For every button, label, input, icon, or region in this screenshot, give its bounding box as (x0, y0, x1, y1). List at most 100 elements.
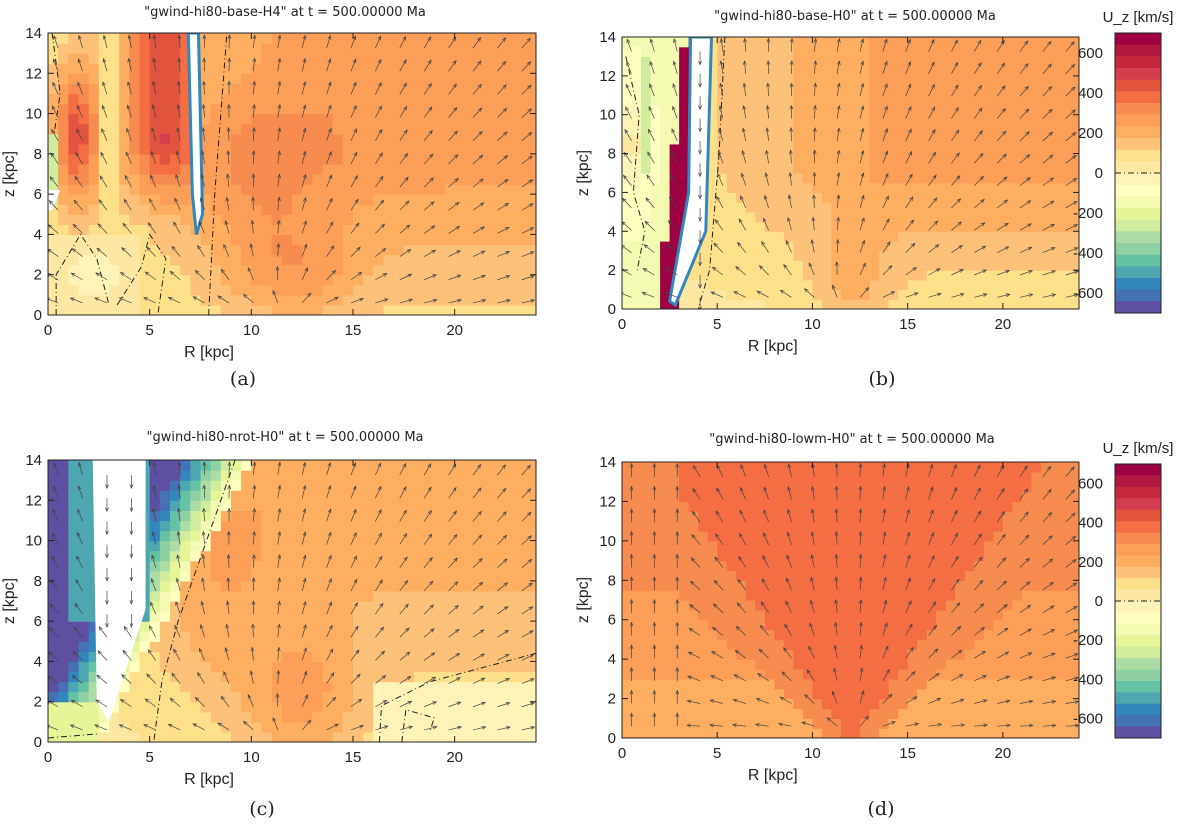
y-tick-label: 0 (34, 307, 42, 324)
colorbar-swatch (1115, 126, 1161, 139)
colorbar-swatch (1115, 138, 1161, 151)
colorbar-swatch (1115, 219, 1161, 232)
y-tick-label: 12 (599, 493, 616, 510)
colorbar-tick-label: 200 (1078, 125, 1103, 142)
y-tick-label: 2 (34, 267, 42, 284)
colorbar-swatch (1115, 555, 1161, 568)
colorbar-tick-label: -200 (1073, 205, 1103, 222)
colorbar-tick-label: 400 (1078, 85, 1103, 102)
x-tick-label: 5 (713, 316, 721, 333)
panel-a: 0 5 10 15 20 0 2 4 6 8 10 12 14 R [kpc] z [kpc] (1, 25, 537, 361)
colorbar-tick-label: 400 (1078, 515, 1103, 532)
velocity-arrows-b (622, 37, 1079, 309)
x-tick-label: 20 (994, 316, 1011, 333)
y-tick-label: 2 (34, 694, 42, 711)
heatmap-d (622, 462, 1079, 738)
y-tick-label: 0 (608, 730, 616, 747)
y-axis-label: z [kpc] (1, 151, 18, 197)
colorbar-swatch (1115, 521, 1161, 533)
y-tick-label: 12 (25, 492, 42, 509)
colorbar-swatch (1115, 703, 1161, 716)
x-tick-label: 15 (899, 316, 916, 333)
y-tick-label: 8 (34, 573, 42, 590)
plot-frame-b (621, 36, 1080, 310)
colorbar-swatch (1115, 646, 1161, 659)
colorbar-tick-label: 600 (1078, 476, 1103, 493)
colorbar-swatch (1115, 680, 1161, 693)
zero-contour (153, 460, 236, 742)
y-tick-label: 12 (599, 68, 616, 85)
colorbar-swatch (1115, 692, 1161, 705)
colorbar-swatch (1115, 623, 1161, 636)
panel-b-title: "gwind-hi80-base-H0" at t = 500.00000 Ma (714, 9, 996, 24)
panel-a-caption: (a) (229, 368, 257, 390)
y-tick-label: 6 (34, 186, 42, 203)
colorbar-swatch (1115, 103, 1161, 116)
x-tick-label: 10 (243, 322, 260, 339)
y-tick-label: 2 (608, 691, 616, 708)
colorbar-title: U_z [km/s] (1103, 9, 1174, 26)
panel-d-title: "gwind-hi80-lowm-H0" at t = 500.00000 Ma (709, 432, 995, 447)
heatmap-a (48, 33, 536, 315)
y-tick-label: 10 (599, 107, 616, 124)
saturated-region (48, 190, 61, 211)
x-tick-label: 5 (145, 749, 153, 766)
saturated-region (92, 460, 146, 722)
y-axis-label: z [kpc] (575, 150, 592, 196)
colorbar-tick-label: -200 (1073, 632, 1103, 649)
y-tick-label: 10 (25, 533, 42, 550)
x-tick-label: 0 (618, 745, 626, 762)
colorbar-swatch (1115, 196, 1161, 209)
panel-b-caption: (b) (868, 368, 896, 390)
colorbar-swatch (1115, 173, 1161, 186)
colorbar-swatch (1115, 578, 1161, 591)
colorbar-swatch (1115, 589, 1161, 602)
colorbar-tick-label: 0 (1095, 593, 1103, 610)
colorbar-swatch (1115, 498, 1161, 511)
x-tick-label: 5 (713, 745, 721, 762)
plot-frame-d (621, 461, 1080, 739)
x-axis-label: R [kpc] (748, 767, 798, 784)
colorbar-swatch (1115, 149, 1161, 162)
colorbar-swatch (1115, 543, 1161, 556)
y-tick-label: 8 (608, 146, 616, 163)
colorbar-swatch (1115, 79, 1161, 92)
x-tick-label: 20 (994, 745, 1011, 762)
x-tick-label: 10 (804, 745, 821, 762)
zero-contour (48, 733, 97, 739)
velocity-arrows-c (48, 461, 536, 731)
zero-contour (401, 709, 435, 742)
zero-contour (116, 233, 167, 315)
colorbar-swatch (1115, 715, 1161, 728)
y-tick-label: 14 (25, 25, 42, 42)
colorbar-swatch (1115, 475, 1161, 488)
colorbar-title: U_z [km/s] (1103, 440, 1174, 457)
colorbar-tick-label: 600 (1078, 45, 1103, 62)
y-tick-label: 6 (34, 613, 42, 630)
colorbar-swatch (1115, 658, 1161, 670)
x-tick-label: 15 (345, 322, 362, 339)
zero-contour (208, 33, 228, 315)
x-axis-label: R [kpc] (748, 338, 798, 355)
panel-b: 0 5 10 15 20 0 2 4 6 8 10 12 14 R [kpc] z [kpc] (575, 29, 1080, 355)
panel-c-title: "gwind-hi80-nrot-H0" at t = 500.00000 Ma (146, 430, 424, 445)
y-tick-label: 2 (608, 262, 616, 279)
colorbar-tick-label: -600 (1073, 285, 1103, 302)
colorbar-swatch (1115, 601, 1161, 613)
y-tick-label: 0 (34, 734, 42, 751)
colorbar-swatch (1115, 301, 1161, 314)
x-tick-label: 0 (44, 322, 52, 339)
colorbar-swatch (1115, 726, 1161, 739)
colorbar-swatch (1115, 509, 1161, 522)
colorbar-swatch (1115, 289, 1161, 302)
colorbar-swatch (1115, 243, 1161, 256)
colorbar-swatch (1115, 161, 1161, 174)
colorbar-tick-label: -400 (1073, 245, 1103, 262)
colorbar-swatch (1115, 68, 1161, 81)
colorbar-swatch (1115, 532, 1161, 545)
y-tick-label: 8 (34, 146, 42, 163)
y-tick-label: 12 (25, 65, 42, 82)
colorbar-swatch (1115, 33, 1161, 46)
panel-c-caption: (c) (249, 798, 275, 820)
